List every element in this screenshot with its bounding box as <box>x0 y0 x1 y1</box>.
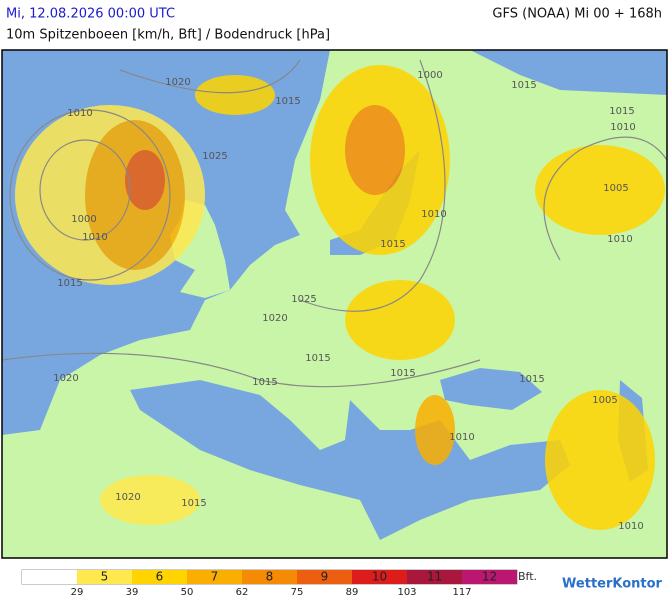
legend-swatch <box>77 570 132 584</box>
gust-area <box>125 150 165 210</box>
legend-swatch-calm <box>22 570 77 584</box>
isobar <box>1 352 481 388</box>
isobar-label: 1000 <box>71 214 96 225</box>
legend-bft: 8 <box>266 570 274 584</box>
legend-kmh: 39 <box>126 587 139 598</box>
isobar <box>299 59 446 312</box>
legend-kmh: 103 <box>397 587 416 598</box>
subtitle: 10m Spitzenboeen [km/h, Bft] / Bodendruc… <box>6 28 330 43</box>
isobar-label: 1015 <box>275 96 300 107</box>
legend-kmh: 62 <box>236 587 249 598</box>
legend-swatch <box>462 570 517 584</box>
legend-swatch <box>242 570 297 584</box>
isobar-label: 1020 <box>53 373 78 384</box>
isobar-label: 1010 <box>421 209 446 220</box>
legend-swatch <box>297 570 352 584</box>
legend-kmh: 29 <box>71 587 84 598</box>
isobar-label: 1015 <box>380 239 405 250</box>
legend-swatch <box>352 570 407 584</box>
date: Mi, 12.08.2026 00:00 UTC <box>6 7 175 22</box>
barents-sea <box>470 50 667 95</box>
gust-area <box>345 105 405 195</box>
legend-bft: 12 <box>482 570 497 584</box>
map <box>1 49 668 559</box>
gust-area <box>100 475 200 525</box>
legend-kmh: 117 <box>452 587 471 598</box>
isobar-label: 1015 <box>609 106 634 117</box>
isobar-label: 1010 <box>449 432 474 443</box>
legend-swatch <box>187 570 242 584</box>
gust-area <box>545 390 655 530</box>
legend-unit: Bft. <box>518 570 537 583</box>
isobar-label: 1015 <box>252 377 277 388</box>
legend-bft: 7 <box>211 570 219 584</box>
legend-swatch <box>407 570 462 584</box>
legend-bft: 11 <box>427 570 442 584</box>
isobar-label: 1015 <box>390 368 415 379</box>
isobar-label: 1015 <box>57 278 82 289</box>
legend-bft: 9 <box>321 570 329 584</box>
isobar-label: 1000 <box>417 70 442 81</box>
isobar <box>39 139 131 241</box>
legend-swatch <box>132 570 187 584</box>
isobar-label: 1020 <box>165 77 190 88</box>
isobar-label: 1025 <box>202 151 227 162</box>
gust-area <box>415 395 455 465</box>
isobar-label: 1020 <box>115 492 140 503</box>
mediterranean <box>130 380 570 540</box>
legend-bft: 10 <box>372 570 387 584</box>
isobar-label: 1020 <box>262 313 287 324</box>
isobar-label: 1015 <box>305 353 330 364</box>
isobar <box>543 136 668 261</box>
gust-area <box>345 280 455 360</box>
isobars <box>1 59 668 388</box>
map-frame <box>1 49 668 559</box>
isobar-label: 1025 <box>291 294 316 305</box>
isobar-label: 1005 <box>603 183 628 194</box>
isobar-label: 1010 <box>82 232 107 243</box>
gust-area <box>535 145 665 235</box>
legend-kmh: 50 <box>181 587 194 598</box>
model: GFS (NOAA) Mi 00 + 168h <box>492 7 662 22</box>
isobar-label: 1015 <box>181 498 206 509</box>
legend-kmh: 89 <box>346 587 359 598</box>
isobar-label: 1010 <box>618 521 643 532</box>
isobar-label: 1015 <box>519 374 544 385</box>
legend-bft: 6 <box>156 570 164 584</box>
black-sea <box>440 368 542 410</box>
gust-area <box>195 75 275 115</box>
isobar-label: 1010 <box>607 234 632 245</box>
isobar-label: 1015 <box>511 80 536 91</box>
isobar-label: 1005 <box>592 395 617 406</box>
legend-bft: 5 <box>101 570 109 584</box>
isobar-label: 1010 <box>67 108 92 119</box>
isobar <box>9 109 171 281</box>
legend-kmh: 75 <box>291 587 304 598</box>
isobar <box>119 59 301 94</box>
isobar-label: 1010 <box>610 122 635 133</box>
logo: WetterKontor <box>562 577 663 592</box>
